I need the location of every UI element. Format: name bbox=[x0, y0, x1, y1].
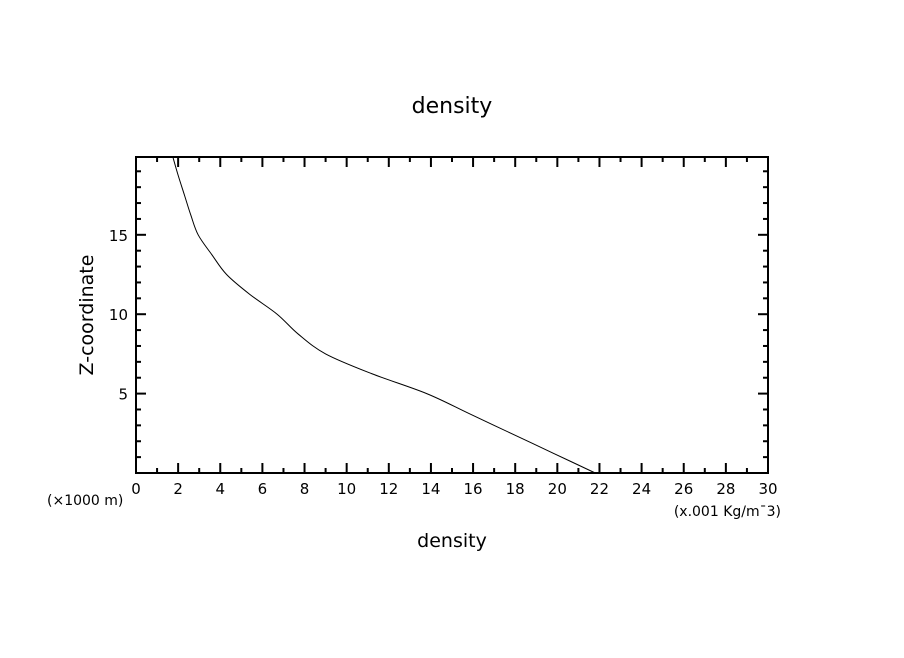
x-tick-label: 4 bbox=[215, 480, 225, 498]
x-tick-label: 6 bbox=[258, 480, 268, 498]
x-tick-label: 2 bbox=[173, 480, 183, 498]
x-tick-label: 24 bbox=[632, 480, 651, 498]
chart-title: density bbox=[412, 94, 493, 119]
density-curve bbox=[172, 156, 596, 474]
y-unit-label: (×1000 m) bbox=[47, 493, 123, 509]
x-tick-label: 18 bbox=[506, 480, 525, 498]
x-tick-label: 16 bbox=[464, 480, 483, 498]
y-axis-label: Z-coordinate bbox=[76, 255, 98, 376]
x-tick-label: 22 bbox=[590, 480, 609, 498]
x-tick-label: 10 bbox=[337, 480, 356, 498]
x-tick-label: 12 bbox=[379, 480, 398, 498]
y-tick-label: 15 bbox=[109, 227, 128, 245]
y-tick-label: 10 bbox=[109, 306, 128, 324]
x-unit-label: (x.001 Kg/m¯3) bbox=[674, 504, 781, 520]
plot-frame bbox=[135, 156, 769, 474]
x-tick-label: 20 bbox=[548, 480, 567, 498]
x-tick-label: 30 bbox=[758, 480, 777, 498]
x-tick-label: 26 bbox=[674, 480, 693, 498]
y-tick-label: 5 bbox=[118, 386, 128, 404]
x-tick-label: 28 bbox=[716, 480, 735, 498]
x-tick-label: 8 bbox=[300, 480, 310, 498]
axis-ticks bbox=[135, 157, 769, 473]
x-tick-label: 14 bbox=[421, 480, 440, 498]
x-tick-label: 0 bbox=[131, 480, 141, 498]
x-axis-label: density bbox=[417, 530, 487, 552]
